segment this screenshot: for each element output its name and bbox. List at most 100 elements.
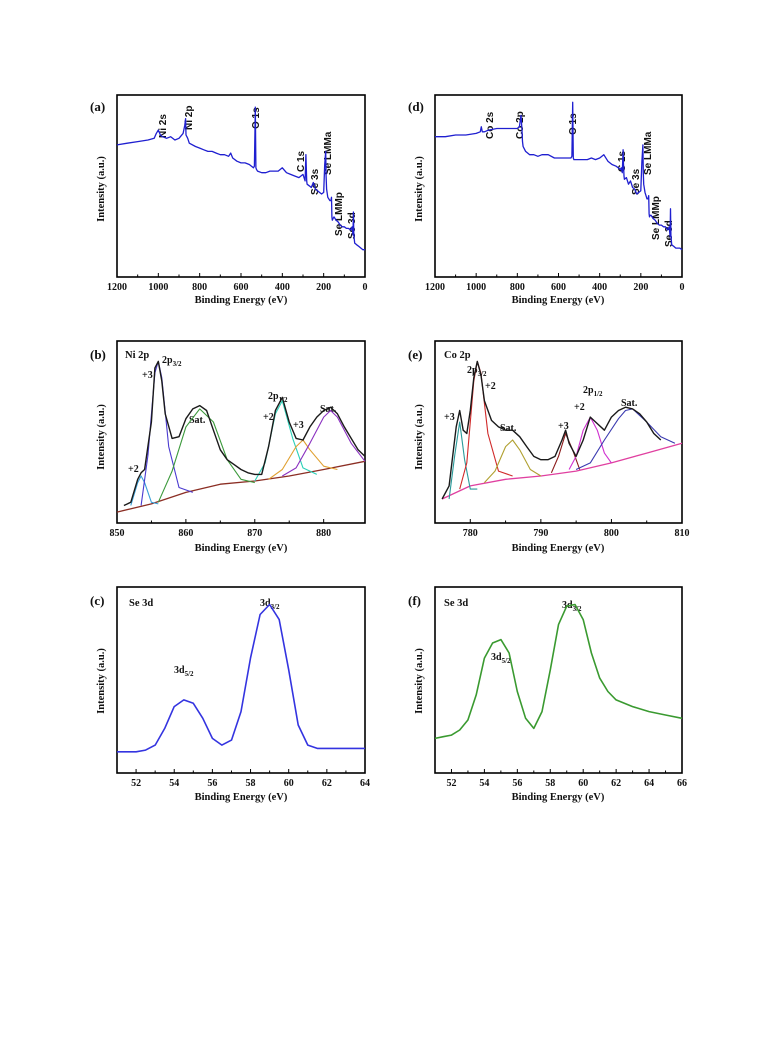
panel-f-xlabel: Binding Energy (eV) xyxy=(512,792,605,803)
panel-f-label-3d52: 3d5/2 xyxy=(491,652,511,665)
panel-b-series-4-sat xyxy=(157,408,255,503)
panel-e-label-plus3: +3 xyxy=(444,412,455,423)
panel-d-label-co2p: Co 2p xyxy=(515,111,526,139)
panel-c-se3d: (c) Se 3d Intensity (a.u.) Binding Energ… xyxy=(90,586,370,803)
panel-b-label-plus3: +3 xyxy=(142,370,153,381)
panel-c-xtick-label-3: 58 xyxy=(246,778,256,789)
panel-c-3d32-sub: 3/2 xyxy=(271,603,280,611)
panel-d-xtick-label-5: 200 xyxy=(633,282,648,293)
panel-e-plot-frame xyxy=(434,340,683,524)
panel-a-xtick-label-1: 1000 xyxy=(148,282,168,293)
panel-c-xtick-label-5: 62 xyxy=(322,778,332,789)
panel-d-co-survey: (d) Intensity (a.u.) Binding Energy (eV)… xyxy=(408,94,685,306)
panel-e-ylabel: Intensity (a.u.) xyxy=(414,404,425,470)
panel-b-2p32-main: 2p xyxy=(162,355,173,366)
panel-d-label-co2s: Co 2s xyxy=(485,111,496,139)
panel-e-series-4-sat xyxy=(483,439,542,483)
panel-a-ni-survey: (a) Intensity (a.u.) Binding Energy (eV)… xyxy=(90,94,368,306)
panel-a-xtick-label-2: 800 xyxy=(192,282,207,293)
panel-e-label-2p32: 2p3/2 xyxy=(467,365,487,378)
panel-b-xlabel: Binding Energy (eV) xyxy=(195,543,288,554)
panel-d-ylabel: Intensity (a.u.) xyxy=(414,156,425,222)
panel-c-xtick-label-2: 56 xyxy=(207,778,217,789)
panel-c-letter: (c) xyxy=(90,593,104,608)
panel-a-xlabel: Binding Energy (eV) xyxy=(195,295,288,306)
panel-c-3d52-main: 3d xyxy=(174,665,185,676)
panel-b-ni2p: (b) Ni 2p Intensity (a.u.) Binding Energ… xyxy=(90,340,366,554)
panel-e-label-sat2: Sat. xyxy=(621,398,638,409)
panel-d-letter: (d) xyxy=(408,99,424,114)
panel-d-xtick-label-0: 1200 xyxy=(425,282,445,293)
panel-d-label-selmmp: Se LMMp xyxy=(651,196,662,240)
panel-b-series-7-sat xyxy=(282,409,366,477)
panel-e-2p12-main: 2p xyxy=(583,385,594,396)
panel-a-ylabel: Intensity (a.u.) xyxy=(96,156,107,222)
panel-f-xtick-label-2: 56 xyxy=(512,778,522,789)
panel-d-xtick-label-6: 0 xyxy=(680,282,685,293)
panel-d-series-0-spectrum xyxy=(435,101,683,251)
panel-c-xtick-label-6: 64 xyxy=(360,778,370,789)
panel-a-plot-frame xyxy=(116,94,366,278)
panel-f-xtick-label-3: 58 xyxy=(545,778,555,789)
panel-a-label-ni2s: Ni 2s xyxy=(158,114,169,138)
panel-e-xtick-label-2: 800 xyxy=(604,528,619,539)
panel-b-plot-frame xyxy=(116,340,366,524)
panel-c-label-3d52: 3d5/2 xyxy=(174,665,194,678)
panel-e-xtick-label-1: 790 xyxy=(533,528,548,539)
panel-a-label-se3s: Se 3s xyxy=(310,168,321,195)
panel-e-label-sat1: Sat. xyxy=(500,423,517,434)
panel-a-label-selmmp: Se LMMp xyxy=(334,192,345,236)
panel-c-label-3d32: 3d3/2 xyxy=(260,598,280,611)
panel-e-title: Co 2p xyxy=(444,350,471,361)
panel-b-label-plus2: +2 xyxy=(128,464,139,475)
panel-b-xtick-label-2: 870 xyxy=(247,528,262,539)
panel-e-series-6-2 xyxy=(568,416,612,470)
panel-f-xtick-label-6: 64 xyxy=(644,778,654,789)
panel-b-label-plus2b: +2 xyxy=(263,412,274,423)
panel-b-label-2p12: 2p1/2 xyxy=(268,391,288,404)
panel-f-xtick-label-0: 52 xyxy=(446,778,456,789)
panel-f-series-0-spectrum xyxy=(434,603,683,740)
panel-b-label-sat1: Sat. xyxy=(189,415,206,426)
panel-a-label-se3d: Se 3d xyxy=(347,212,358,239)
panel-b-2p12-main: 2p xyxy=(268,391,279,402)
panel-a-xtick-label-3: 600 xyxy=(234,282,249,293)
panel-a-xtick-label-4: 400 xyxy=(275,282,290,293)
panel-b-series-1-background xyxy=(116,460,366,513)
panel-e-xtick-label-3: 810 xyxy=(675,528,690,539)
panel-e-series-0-envelope xyxy=(441,360,662,500)
panel-e-xtick-label-0: 780 xyxy=(463,528,478,539)
panel-c-plot-frame xyxy=(116,586,366,774)
panel-d-xtick-label-3: 600 xyxy=(551,282,566,293)
panel-d-label-selmma: Se LMMa xyxy=(643,131,654,175)
panel-b-xtick-label-3: 880 xyxy=(316,528,331,539)
panel-e-2p32-sub: 3/2 xyxy=(478,370,487,378)
panel-b-letter: (b) xyxy=(90,347,106,362)
panel-b-series-2-2 xyxy=(130,475,159,506)
panel-f-letter: (f) xyxy=(408,593,421,608)
panel-c-title: Se 3d xyxy=(129,598,153,609)
panel-d-label-se3s: Se 3s xyxy=(631,168,642,195)
panel-a-letter: (a) xyxy=(90,99,105,114)
panel-e-label-plus2: +2 xyxy=(485,381,496,392)
panel-e-series-2-3 xyxy=(448,421,478,500)
panel-b-xtick-label-1: 860 xyxy=(178,528,193,539)
panel-f-xtick-label-4: 60 xyxy=(578,778,588,789)
panel-c-xtick-label-0: 52 xyxy=(131,778,141,789)
panel-e-co2p: (e) Co 2p Intensity (a.u.) Binding Energ… xyxy=(408,340,690,554)
panel-f-xtick-label-5: 62 xyxy=(611,778,621,789)
panel-c-3d52-sub: 5/2 xyxy=(185,670,194,678)
panel-e-xlabel: Binding Energy (eV) xyxy=(512,543,605,554)
panel-b-title: Ni 2p xyxy=(125,350,149,361)
panel-c-xtick-label-1: 54 xyxy=(169,778,179,789)
panel-d-plot-frame xyxy=(434,94,683,278)
panel-b-label-sat2: Sat. xyxy=(320,404,337,415)
panel-c-3d32-main: 3d xyxy=(260,598,271,609)
panel-d-xlabel: Binding Energy (eV) xyxy=(512,295,605,306)
panel-c-xtick-label-4: 60 xyxy=(284,778,294,789)
panel-b-ylabel: Intensity (a.u.) xyxy=(96,404,107,470)
panel-f-se3d: (f) Se 3d Intensity (a.u.) Binding Energ… xyxy=(408,586,687,803)
panel-f-title: Se 3d xyxy=(444,598,468,609)
panel-e-series-7-sat xyxy=(575,408,676,470)
